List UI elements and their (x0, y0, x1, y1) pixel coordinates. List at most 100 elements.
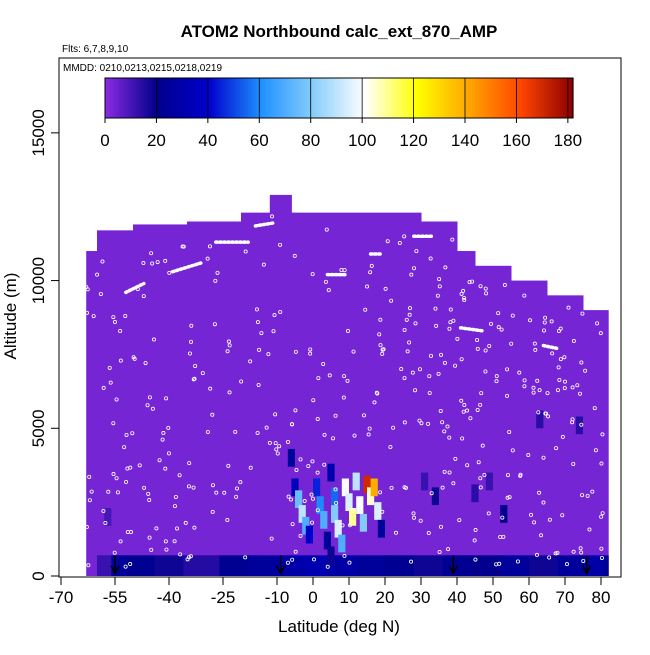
colorbar-swatch (271, 78, 275, 118)
sample-marker (595, 321, 600, 326)
sample-marker (535, 378, 540, 383)
colorbar-swatch (216, 78, 220, 118)
sample-marker (363, 307, 368, 312)
sample-marker (407, 340, 412, 345)
sample-marker (579, 550, 584, 555)
colorbar-swatch (237, 78, 241, 118)
flight-track (124, 281, 146, 295)
sample-marker (378, 317, 383, 322)
sample-marker (285, 439, 290, 444)
sample-marker (208, 386, 213, 391)
colorbar-swatch (505, 78, 509, 118)
sample-marker (141, 294, 146, 299)
colorbar-swatch (326, 78, 330, 118)
flight-track (541, 343, 560, 351)
sample-marker (560, 513, 565, 518)
heatmap-cell (359, 513, 367, 532)
sample-marker (571, 549, 576, 554)
sample-marker (409, 559, 414, 564)
surface-cell (385, 555, 415, 576)
colorbar-swatch (437, 78, 441, 118)
sample-marker (151, 337, 156, 342)
colorbar-swatch (479, 78, 483, 118)
y-axis: 0 5000 10000 15000 (29, 109, 59, 581)
sample-marker (294, 467, 299, 472)
sample-marker (389, 298, 394, 303)
colorbar-swatch (107, 78, 111, 118)
sample-marker (583, 368, 588, 373)
sample-marker (599, 461, 604, 466)
sample-marker (323, 279, 328, 284)
sample-marker (210, 412, 215, 417)
sample-marker (534, 552, 539, 557)
sample-marker (579, 360, 584, 365)
sample-marker (476, 460, 481, 465)
sample-marker (560, 434, 565, 439)
colorbar-tick-label: 20 (147, 131, 166, 150)
sample-marker (438, 524, 443, 529)
colorbar-swatch (172, 78, 176, 118)
sample-marker (309, 492, 314, 497)
sample-marker (147, 395, 152, 400)
colorbar-swatch (175, 78, 179, 118)
colorbar-swatch (310, 78, 314, 118)
sample-marker (543, 411, 548, 416)
colorbar-swatch (562, 78, 566, 118)
colorbar-swatch (404, 78, 408, 118)
surface-cell (327, 555, 357, 576)
x-tick-label: -40 (157, 588, 182, 607)
colorbar-tick-label: 160 (502, 131, 530, 150)
sample-marker (579, 422, 584, 427)
heatmap-cells (86, 194, 609, 576)
colorbar-swatch (300, 78, 304, 118)
sample-marker (333, 413, 338, 418)
sample-marker (380, 351, 385, 356)
sample-marker (435, 293, 440, 298)
colorbar-swatch (367, 78, 371, 118)
sample-marker (531, 390, 536, 395)
sample-marker (507, 495, 512, 500)
sample-marker (213, 278, 218, 283)
sample-marker (507, 429, 512, 434)
sample-marker (315, 470, 320, 475)
colorbar-swatch (232, 78, 236, 118)
sample-marker (518, 472, 523, 477)
colorbar-swatch (209, 78, 213, 118)
colorbar-swatch (222, 78, 226, 118)
sample-marker (123, 313, 128, 318)
sample-marker (369, 263, 374, 268)
sample-marker (254, 307, 259, 312)
colorbar-swatch (250, 78, 254, 118)
sample-marker (600, 432, 605, 437)
sample-marker (515, 559, 520, 564)
sample-marker (191, 377, 196, 382)
sample-marker (342, 374, 347, 379)
sample-marker (163, 466, 168, 471)
colorbar-swatch (289, 78, 293, 118)
heatmap-cell (327, 546, 335, 565)
sample-marker (259, 331, 264, 336)
sample-marker (149, 547, 154, 552)
profile-arrow-head (581, 565, 592, 575)
heatmap-cell (295, 490, 303, 509)
sample-marker (457, 518, 462, 523)
sample-marker (389, 485, 394, 490)
sample-marker (290, 522, 295, 527)
colorbar-swatch (149, 78, 153, 118)
heatmap-column (475, 265, 512, 576)
sample-marker (460, 436, 465, 441)
sample-marker (462, 298, 467, 303)
sample-marker (453, 363, 458, 368)
colorbar-swatch (536, 78, 540, 118)
colorbar-swatch (120, 78, 124, 118)
sample-marker (365, 284, 370, 289)
sample-marker (550, 351, 555, 356)
heatmap-column (133, 224, 188, 576)
sample-marker (315, 416, 320, 421)
sample-marker (575, 383, 580, 388)
sample-marker (107, 365, 112, 370)
sample-marker (541, 500, 546, 505)
colorbar-swatch (341, 78, 345, 118)
colorbar-swatch (391, 78, 395, 118)
